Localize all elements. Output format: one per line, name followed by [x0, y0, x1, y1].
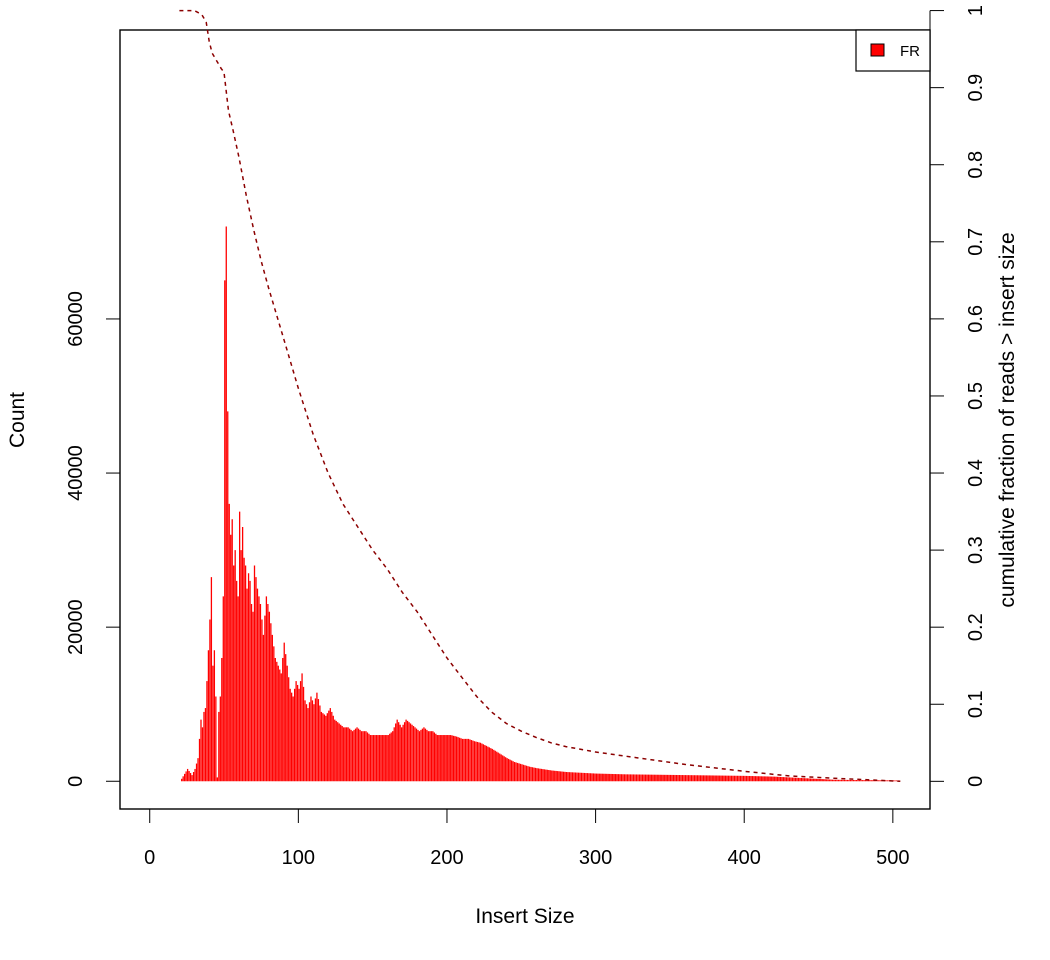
legend-label: FR — [900, 43, 920, 60]
y-tick-label: 40000 — [65, 445, 87, 501]
y2-axis-label: cumulative fraction of reads > insert si… — [996, 232, 1019, 607]
x-tick-label: 100 — [282, 847, 315, 869]
y2-tick-label: 0.2 — [965, 613, 987, 641]
y2-tick-label: 0.9 — [965, 74, 987, 102]
y2-tick-label: 0.4 — [965, 459, 987, 487]
y-axis-label: Count — [6, 392, 29, 448]
x-tick-label: 300 — [579, 847, 612, 869]
y-axis-right: 0 0.1 0.2 0.3 0.4 0.5 0.6 0.7 0.8 0.9 1 — [929, 5, 987, 787]
y2-tick-label: 0 — [965, 776, 987, 787]
x-tick-label: 0 — [144, 847, 155, 869]
cumulative-line-layer — [179, 9, 901, 783]
y2-tick-label: 1 — [965, 5, 987, 16]
legend-box — [855, 29, 931, 72]
histogram-bars — [181, 226, 901, 782]
legend-swatch — [870, 43, 885, 57]
x-tick-label: 200 — [430, 847, 463, 869]
legend: FR — [855, 29, 931, 72]
y-axis-left: 0 20000 40000 60000 — [65, 291, 121, 787]
y2-tick-label: 0.8 — [965, 151, 987, 179]
y2-tick-label: 0.7 — [965, 228, 987, 256]
y-tick-label: 60000 — [65, 291, 87, 347]
cumulative-fraction-line — [179, 9, 901, 783]
x-tick-label: 400 — [728, 847, 761, 869]
x-axis: 0 100 200 300 400 500 — [144, 808, 910, 869]
y2-tick-label: 0.3 — [965, 536, 987, 564]
y2-tick-label: 0.5 — [965, 382, 987, 410]
y-tick-label: 0 — [65, 776, 87, 787]
y-tick-label: 20000 — [65, 599, 87, 655]
x-axis-label: Insert Size — [475, 905, 574, 928]
y2-tick-label: 0.6 — [965, 305, 987, 333]
x-tick-label: 500 — [876, 847, 909, 869]
y2-tick-label: 0.1 — [965, 690, 987, 718]
